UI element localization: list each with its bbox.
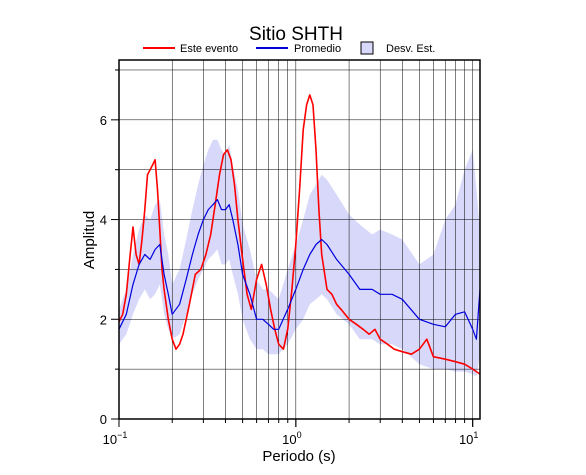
grid xyxy=(119,60,480,419)
std-dev-band xyxy=(119,139,480,377)
y-axis-label: Amplitud xyxy=(81,211,98,269)
y-tick-label: 2 xyxy=(100,312,107,327)
series-line-este-evento xyxy=(118,94,481,375)
chart-title: Sitio SHTH xyxy=(249,24,343,45)
y-tick-label: 0 xyxy=(100,412,107,427)
x-tick-label: 100 xyxy=(282,430,301,447)
std-dev-band-layer xyxy=(119,139,480,377)
x-axis-label: Periodo (s) xyxy=(262,448,335,465)
legend-label-desv-est: Desv. Est. xyxy=(386,43,435,55)
legend-label-este-evento: Este evento xyxy=(180,43,238,55)
series-line-promedio xyxy=(118,199,481,340)
x-tick-label: 101 xyxy=(459,430,478,447)
y-tick-label: 4 xyxy=(100,213,107,228)
x-tick-label: 10−1 xyxy=(103,430,128,447)
legend-label-promedio: Promedio xyxy=(294,43,341,55)
plot-frame xyxy=(118,59,481,420)
legend: Este evento Promedio Desv. Est. xyxy=(143,41,435,55)
y-tick-label: 6 xyxy=(100,113,107,128)
series-layer xyxy=(118,94,481,375)
legend-swatch-desv-est xyxy=(360,41,374,55)
